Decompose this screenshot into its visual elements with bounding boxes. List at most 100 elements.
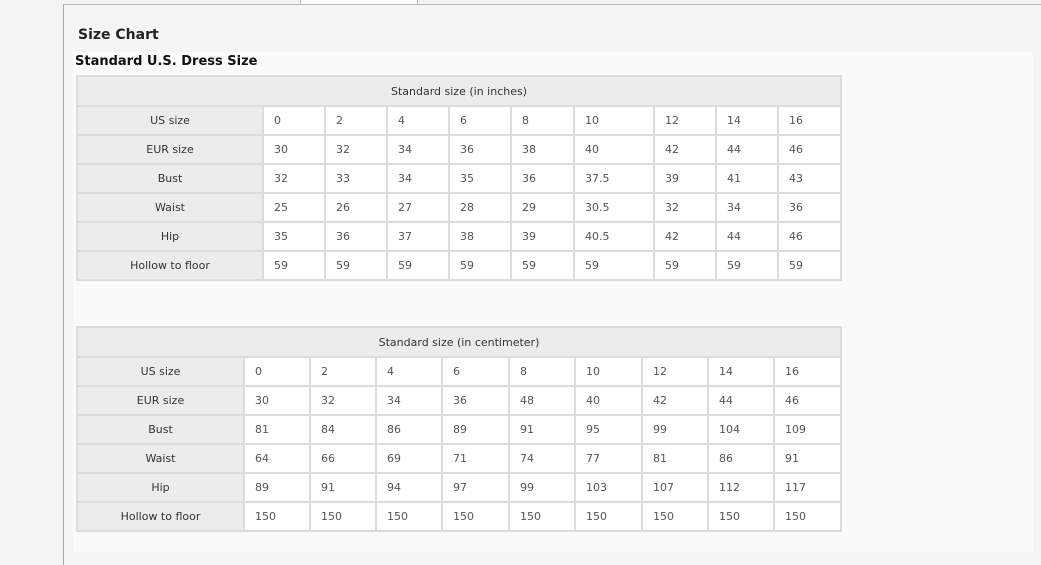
row-label: Bust	[78, 416, 243, 443]
table-cell: 112	[709, 474, 773, 501]
table-cell: 46	[775, 387, 840, 414]
table-cell: 86	[377, 416, 441, 443]
table-cell: 59	[450, 252, 510, 279]
row-label: Hip	[78, 223, 262, 250]
table-cell: 59	[575, 252, 653, 279]
table-cell: 4	[377, 358, 441, 385]
table-cell: 86	[709, 445, 773, 472]
table-cell: 16	[775, 358, 840, 385]
table-cell: 6	[450, 107, 510, 134]
row-label: EUR size	[78, 387, 243, 414]
table-cell: 10	[575, 107, 653, 134]
table-cell: 150	[443, 503, 508, 530]
table-cell: 69	[377, 445, 441, 472]
table-cell: 94	[377, 474, 441, 501]
table-cell: 103	[576, 474, 641, 501]
table-cell: 150	[643, 503, 707, 530]
table-cell: 4	[388, 107, 448, 134]
table-cell: 36	[443, 387, 508, 414]
table-cell: 27	[388, 194, 448, 221]
table-cell: 42	[655, 136, 715, 163]
table-row: US size 0 2 4 6 8 10 12 14 16	[78, 107, 840, 134]
table-cell: 37.5	[575, 165, 653, 192]
table-cell: 10	[576, 358, 641, 385]
table-cell: 12	[655, 107, 715, 134]
table-cell: 32	[326, 136, 386, 163]
table-cell: 59	[717, 252, 777, 279]
table-cell: 32	[655, 194, 715, 221]
table-cell: 30	[245, 387, 309, 414]
table-cell: 28	[450, 194, 510, 221]
table-cell: 59	[326, 252, 386, 279]
table-cell: 74	[510, 445, 574, 472]
table-cell: 30	[264, 136, 324, 163]
table-cell: 40	[575, 136, 653, 163]
table-cell: 34	[388, 165, 448, 192]
table-cell: 0	[264, 107, 324, 134]
table-cell: 59	[388, 252, 448, 279]
table-cell: 64	[245, 445, 309, 472]
table-cell: 59	[655, 252, 715, 279]
table-cell: 12	[643, 358, 707, 385]
table-cell: 35	[450, 165, 510, 192]
table-cell: 77	[576, 445, 641, 472]
table-cell: 29	[512, 194, 573, 221]
table-row: Bust 32 33 34 35 36 37.5 39 41 43	[78, 165, 840, 192]
table-cell: 117	[775, 474, 840, 501]
table-cell: 59	[264, 252, 324, 279]
table-cell: 36	[512, 165, 573, 192]
table-cell: 8	[510, 358, 574, 385]
table-cell: 84	[311, 416, 375, 443]
table-cell: 2	[311, 358, 375, 385]
table-cell: 44	[717, 223, 777, 250]
section-title: Standard U.S. Dress Size	[75, 54, 258, 69]
table-row: Hip 35 36 37 38 39 40.5 42 44 46	[78, 223, 840, 250]
table-row: Bust 81 84 86 89 91 95 99 104 109	[78, 416, 840, 443]
table-cell: 40	[576, 387, 641, 414]
table-cell: 89	[245, 474, 309, 501]
table-cell: 59	[779, 252, 840, 279]
table-cell: 25	[264, 194, 324, 221]
table-cell: 34	[717, 194, 777, 221]
row-label: Hollow to floor	[78, 252, 262, 279]
table-cell: 33	[326, 165, 386, 192]
table-cell: 91	[775, 445, 840, 472]
table-cell: 150	[311, 503, 375, 530]
table-cell: 34	[388, 136, 448, 163]
table-row: US size 0 2 4 6 8 10 12 14 16	[78, 358, 840, 385]
table-cell: 38	[450, 223, 510, 250]
table-cell: 43	[779, 165, 840, 192]
table-cell: 36	[326, 223, 386, 250]
table-cell: 91	[510, 416, 574, 443]
table-cell: 150	[377, 503, 441, 530]
table-cell: 48	[510, 387, 574, 414]
row-label: US size	[78, 358, 243, 385]
row-label: Bust	[78, 165, 262, 192]
table-cell: 39	[512, 223, 573, 250]
size-table-centimeter: Standard size (in centimeter) US size 0 2 4 6…	[76, 326, 842, 532]
table-cell: 42	[655, 223, 715, 250]
table-cell: 150	[709, 503, 773, 530]
row-label: Waist	[78, 194, 262, 221]
table-row: EUR size 30 32 34 36 38 40 42 44 46	[78, 136, 840, 163]
table-cell: 44	[709, 387, 773, 414]
table-cell: 150	[576, 503, 641, 530]
table-cell: 38	[512, 136, 573, 163]
row-label: Hip	[78, 474, 243, 501]
table-cell: 89	[443, 416, 508, 443]
table-cell: 99	[643, 416, 707, 443]
table-cell: 95	[576, 416, 641, 443]
size-table-inches: Standard size (in inches) US size 0 2 4 6 8 10 1…	[76, 75, 842, 281]
table-row: Waist 64 66 69 71 74 77 81 86 91	[78, 445, 840, 472]
table-cell: 46	[779, 223, 840, 250]
table-cell: 2	[326, 107, 386, 134]
table-cell: 40.5	[575, 223, 653, 250]
table-cell: 32	[264, 165, 324, 192]
table-cell: 14	[709, 358, 773, 385]
table-cell: 81	[643, 445, 707, 472]
table-cell: 39	[655, 165, 715, 192]
table-cell: 42	[643, 387, 707, 414]
table-row: Waist 25 26 27 28 29 30.5 32 34 36	[78, 194, 840, 221]
table-cell: 14	[717, 107, 777, 134]
table-header: Standard size (in inches)	[78, 77, 840, 105]
